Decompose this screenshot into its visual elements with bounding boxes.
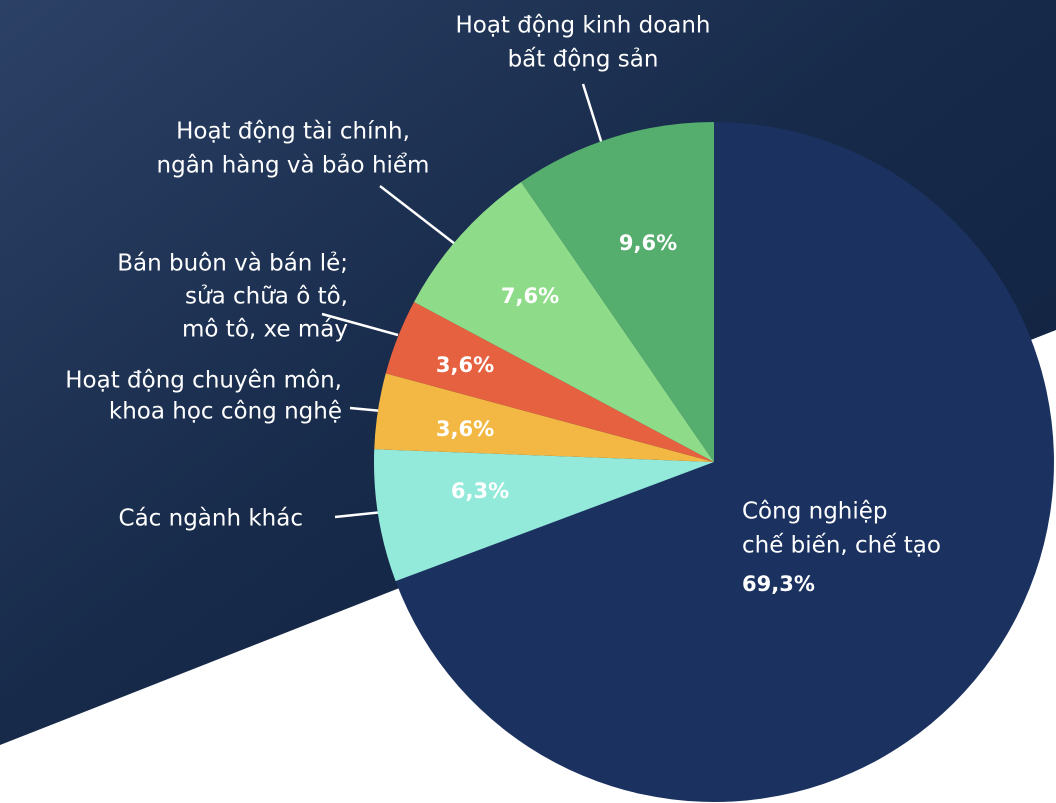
value-label: 3,6% [436,417,494,441]
value-label: 69,3% [742,572,815,596]
category-label: Bán buôn và bán lẻ; [117,251,348,277]
category-label: khoa học công nghệ [109,399,342,425]
value-label: 6,3% [451,479,509,503]
pie-slice [374,449,714,582]
pie-slice [374,373,714,462]
value-label: 7,6% [501,284,559,308]
pie-slice [521,122,714,462]
category-label: Các ngành khác [119,506,303,532]
category-label: Hoạt động chuyên môn, [65,368,342,394]
pie-slice [395,122,1055,802]
category-label: mô tô, xe máy [182,317,348,343]
category-label: ngân hàng và bảo hiểm [157,153,430,179]
category-label: sửa chữa ô tô, [185,284,348,310]
value-label: 3,6% [436,353,494,377]
pie-slice [385,301,714,462]
category-label: bất động sản [508,47,659,73]
category-label: Hoạt động kinh doanh [455,13,710,39]
category-label: chế biến, chế tạo [742,533,941,559]
value-label: 9,6% [619,231,677,255]
category-label: Công nghiệp [742,499,888,525]
category-label: Hoạt động tài chính, [176,119,410,145]
leader-line [379,185,469,255]
pie-slice [414,181,714,463]
leader-line [321,312,399,337]
